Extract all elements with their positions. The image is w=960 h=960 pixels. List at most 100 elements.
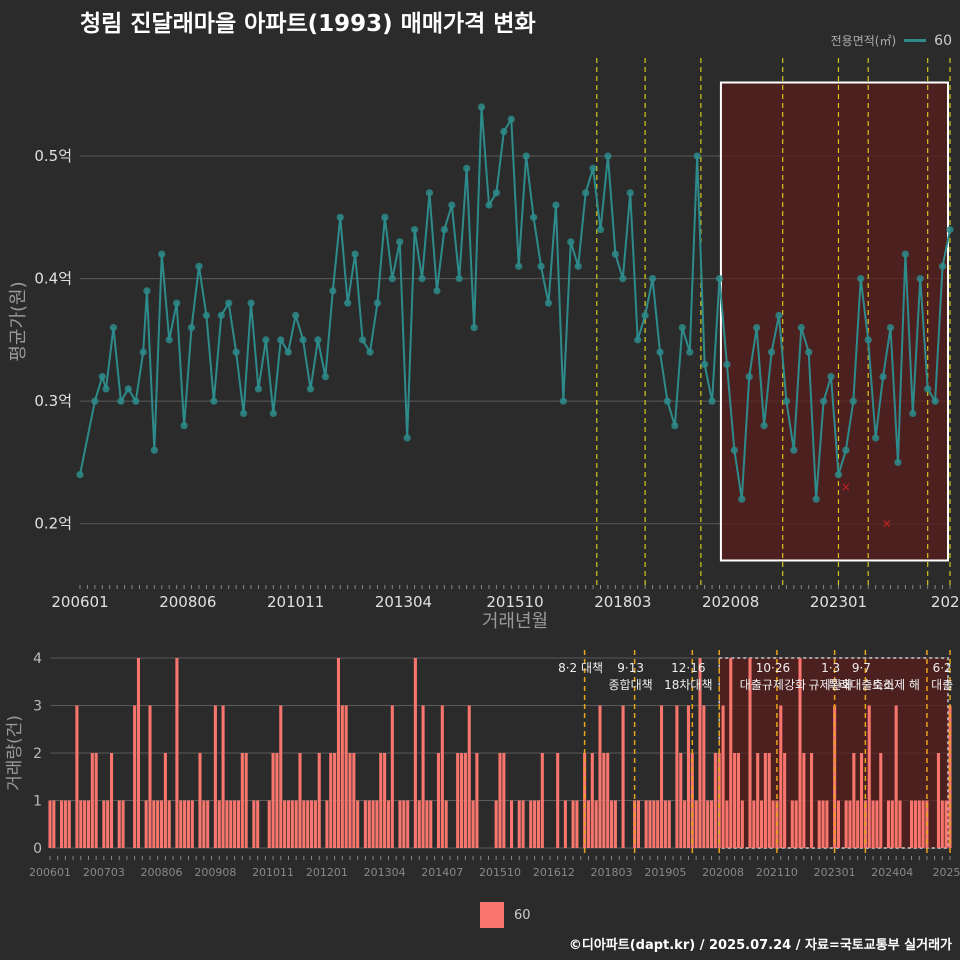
price-point — [515, 262, 523, 270]
volume-bar — [825, 800, 829, 848]
volume-bar — [760, 800, 764, 848]
price-point — [455, 275, 463, 283]
volume-bar — [467, 705, 471, 848]
volume-bar — [48, 800, 52, 848]
price-point — [686, 348, 694, 356]
price-point — [931, 397, 939, 405]
price-point — [946, 225, 954, 234]
volume-bar — [456, 753, 460, 848]
volume-bar — [660, 705, 664, 848]
volume-bar — [386, 800, 390, 848]
volume-bar — [63, 800, 67, 848]
price-point — [708, 397, 716, 405]
x-tick-label: 201011 — [252, 866, 294, 879]
price-point — [210, 397, 218, 405]
price-point — [656, 348, 664, 356]
volume-bar — [133, 705, 137, 848]
y-axis-title: 거래량(건) — [5, 715, 25, 791]
price-line — [79, 106, 951, 500]
x-tick-label: 200806 — [159, 593, 216, 611]
volume-bar — [736, 753, 740, 848]
volume-bar — [690, 753, 694, 848]
volume-bar — [160, 800, 164, 848]
volume-bar — [810, 753, 814, 848]
volume-bar — [856, 800, 860, 848]
price-point — [180, 422, 188, 430]
volume-bar — [713, 753, 717, 848]
price-point — [98, 373, 106, 381]
price-point — [648, 275, 657, 283]
volume-bar — [60, 800, 64, 848]
volume-bar — [244, 753, 248, 848]
volume-bar — [179, 800, 183, 848]
price-point — [321, 373, 329, 381]
highlight-region — [719, 81, 950, 562]
volume-bar — [52, 800, 56, 848]
volume-bar — [252, 800, 256, 848]
policy-annotation: 6·2 — [933, 661, 952, 675]
legend-line-swatch — [904, 39, 927, 42]
x-tick-label: 200806 — [141, 866, 183, 879]
volume-bar — [190, 800, 194, 848]
legend-bar-label: 60 — [514, 907, 531, 923]
price-point — [344, 299, 352, 307]
volume-bar — [390, 705, 394, 848]
x-tick-label: 20250 — [933, 866, 960, 879]
volume-bar — [610, 800, 614, 848]
price-point — [477, 103, 486, 111]
volume-bar — [763, 753, 767, 848]
price-point — [626, 189, 634, 197]
volume-bar — [425, 800, 429, 848]
volume-bar — [336, 658, 340, 848]
volume-bar — [494, 800, 498, 848]
price-point — [842, 446, 850, 454]
price-point — [492, 189, 501, 197]
volume-bar — [383, 753, 387, 848]
price-point — [834, 471, 843, 479]
policy-annotation: 특례대출축소 — [828, 678, 894, 692]
volume-bar — [329, 753, 333, 848]
price-point — [582, 189, 590, 197]
volume-bar — [67, 800, 71, 848]
price-point — [730, 446, 738, 454]
price-point — [254, 385, 263, 393]
volume-bar — [698, 658, 702, 848]
price-point — [782, 397, 791, 405]
x-tick-label: 202301 — [814, 866, 856, 879]
price-point — [522, 152, 530, 160]
volume-bar — [663, 800, 667, 848]
x-tick-label: 201201 — [306, 866, 348, 879]
volume-bar — [936, 753, 940, 848]
volume-bar — [602, 753, 606, 848]
volume-bar — [860, 753, 864, 848]
volume-bar — [229, 800, 233, 848]
policy-annotation: 12·16 — [671, 661, 705, 675]
volume-bar — [352, 753, 356, 848]
volume-bar — [836, 800, 840, 848]
outlier-marker: × — [841, 480, 851, 494]
volume-bar — [644, 800, 648, 848]
volume-bar — [613, 800, 617, 848]
price-point — [284, 348, 292, 356]
volume-bar — [921, 800, 925, 848]
volume-bar — [463, 753, 467, 848]
volume-bar — [940, 800, 944, 848]
price-point — [306, 385, 315, 393]
y-tick-label: 3 — [33, 699, 42, 715]
volume-bar — [310, 800, 314, 848]
price-point — [507, 115, 515, 123]
volume-bar — [436, 753, 440, 848]
volume-bar — [536, 800, 540, 848]
volume-bar — [636, 800, 640, 848]
price-point — [678, 324, 686, 332]
volume-bar — [75, 705, 79, 848]
policy-annotation: 1·3 — [821, 661, 840, 675]
price-point — [173, 299, 181, 307]
x-tick-label: 200601 — [29, 866, 71, 879]
volume-bar — [221, 705, 225, 848]
price-point — [165, 336, 173, 344]
volume-bar — [440, 705, 444, 848]
volume-bar — [594, 800, 598, 848]
volume-bar — [498, 753, 502, 848]
volume-bar — [710, 800, 714, 848]
